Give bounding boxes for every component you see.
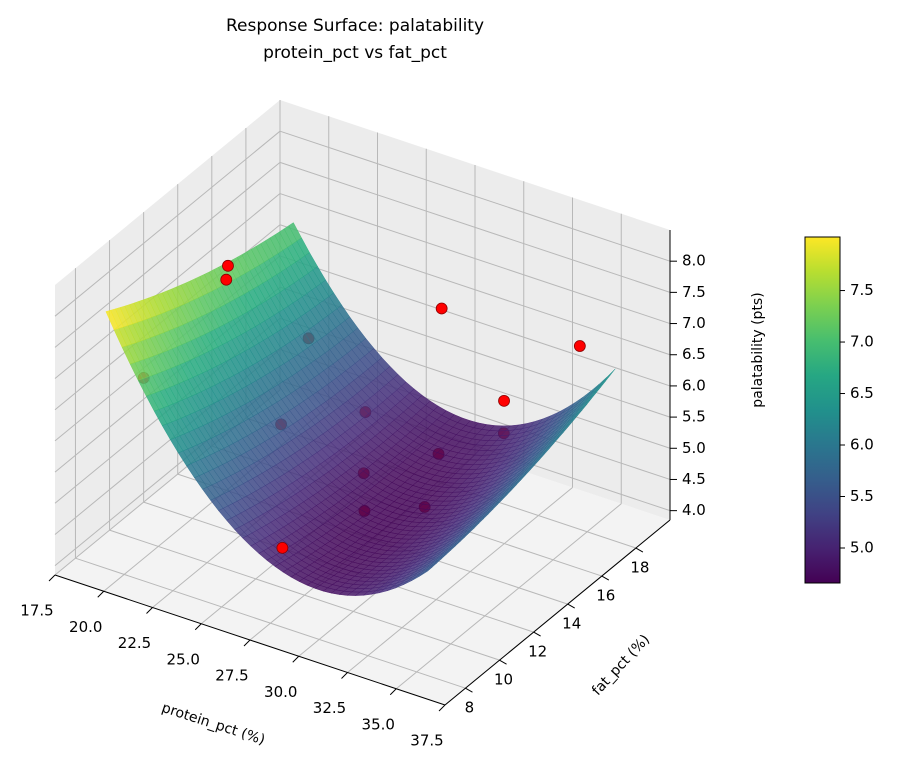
surface-mesh	[105, 222, 616, 596]
back-grid-line-z	[279, 286, 671, 418]
colorbar-tick-label: 6.0	[850, 436, 874, 454]
z-tick-label: 5.0	[682, 439, 706, 457]
wall-grid-line-z	[54, 193, 281, 379]
colorbar-tick-label: 5.0	[850, 538, 874, 556]
x-tick-label: 32.5	[313, 699, 346, 717]
axis-lines	[48, 230, 677, 712]
x-tick-label: 20.0	[69, 618, 102, 636]
x-tick-label: 17.5	[20, 602, 53, 620]
chart-title-line-2: protein_pct vs fat_pct	[263, 43, 447, 63]
colorbar	[804, 236, 841, 584]
y-tick-label: 16	[596, 587, 615, 605]
floor-grid-line-x	[395, 503, 622, 690]
wall-grid-line-z	[54, 130, 281, 317]
data-point	[573, 340, 586, 352]
x-tick-label: 27.5	[215, 667, 248, 685]
colorbar-tick-label: 7.5	[850, 281, 874, 299]
y-axis-label: fat_pct (%)	[589, 632, 653, 699]
x-tick-label: 35.0	[362, 715, 395, 733]
z-axis-label: palatability (pts)	[750, 292, 766, 407]
y-tick-label: 8	[465, 699, 475, 717]
chart-title-line-1: Response Surface: palatability	[226, 16, 484, 36]
x-axis-label: protein_pct (%)	[160, 700, 267, 748]
x-tick-mark	[292, 655, 300, 663]
y-tick-label: 18	[630, 559, 649, 577]
back-grid-line-z	[279, 193, 671, 325]
x-tick-label: 37.5	[410, 732, 443, 750]
y-tick-mark	[465, 687, 473, 693]
colorbar-tick-label: 6.5	[850, 384, 874, 402]
colorbar-ticks: 5.0 5.5 6.0 6.5 7.0 7.5	[840, 281, 874, 556]
z-tick-label: 4.0	[682, 501, 706, 519]
y-tick-mark	[567, 603, 575, 609]
z-tick-label: 6.5	[682, 345, 706, 363]
y-tick-mark	[533, 631, 541, 637]
x-tick-mark	[341, 672, 348, 679]
data-point	[222, 259, 234, 272]
z-tick-label: 4.5	[682, 470, 706, 488]
back-grid-line-z	[279, 224, 671, 356]
data-point	[220, 273, 233, 286]
x-tick-label: 25.0	[167, 650, 200, 668]
surface-patch	[105, 310, 120, 331]
x-tick-mark	[438, 704, 446, 712]
floor-grid-line-y	[75, 557, 466, 689]
y-tick-mark	[635, 547, 644, 553]
y-tick-mark	[601, 575, 610, 581]
back-grid-line-z	[279, 161, 671, 293]
x-tick-label: 30.0	[264, 683, 297, 701]
z-tick-label: 6.0	[682, 376, 706, 394]
x-tick-label: 22.5	[118, 634, 151, 652]
x-tick-mark	[389, 688, 397, 696]
y-tick-label: 12	[528, 643, 547, 661]
y-tick-label: 10	[494, 671, 513, 689]
x-tick-mark	[97, 590, 105, 598]
data-point	[276, 541, 289, 554]
colorbar-tick-label: 5.5	[850, 487, 874, 505]
z-tick-label: 7.5	[682, 283, 706, 301]
y-axis-line	[444, 519, 671, 706]
x-tick-mark	[243, 639, 251, 647]
back-grid-line-z	[279, 255, 671, 387]
z-tick-label: 5.5	[682, 408, 706, 426]
x-tick-mark	[146, 607, 153, 614]
y-tick-label: 14	[562, 615, 581, 633]
z-tick-label: 7.0	[682, 314, 706, 332]
wall-grid-line-z	[54, 161, 281, 348]
surface-patch	[419, 566, 433, 577]
x-tick-mark	[48, 574, 56, 582]
y-tick-mark	[499, 659, 507, 665]
x-tick-mark	[194, 623, 202, 631]
data-point	[435, 302, 448, 315]
back-grid-line-z	[279, 130, 671, 262]
z-tick-label: 8.0	[682, 252, 706, 270]
data-point	[498, 394, 510, 407]
floor-grid-line-y	[109, 529, 500, 661]
colorbar-tick-label: 7.0	[850, 333, 874, 351]
floor-grid-line-x	[347, 487, 573, 673]
visible-points	[220, 259, 586, 554]
tick-labels: 17.5 20.0 22.5 25.0 27.5 30.0 32.5 35.0 37.5 8 10 1…	[20, 252, 706, 750]
